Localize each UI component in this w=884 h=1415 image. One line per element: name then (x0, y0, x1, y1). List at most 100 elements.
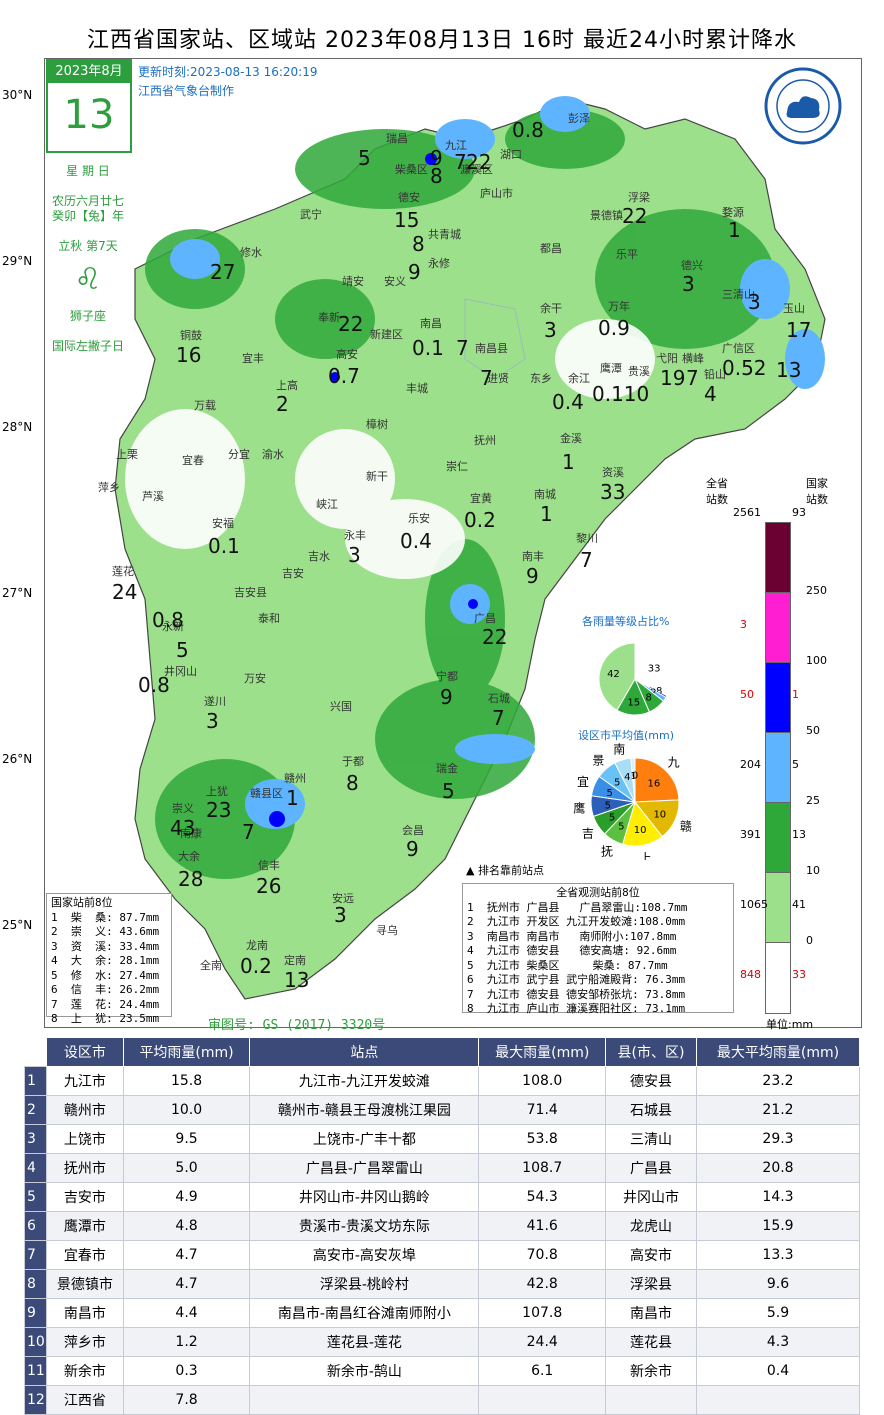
rain-value: 0.7 (328, 364, 360, 388)
pie-city-title: 设区市平均值(mm) (578, 729, 675, 742)
rain-value: 0.2 (240, 954, 272, 978)
maker: 江西省气象台制作 (138, 84, 235, 98)
rain-value: 1 (540, 502, 553, 526)
place-label: 柴桑区 (395, 163, 428, 176)
place-label: 井冈山 (164, 665, 197, 678)
table-cell-idx: 3 (24, 1124, 47, 1154)
national-top8-row: 4 大 余: 28.1mm (51, 954, 160, 967)
place-label: 万安 (244, 672, 266, 685)
table-cell-city: 江西省 (46, 1385, 124, 1415)
lat-label: 25°N (2, 918, 33, 932)
rain-value: 1 (728, 218, 741, 242)
table-cell-station: 高安市-高安灰埠 (249, 1240, 480, 1270)
rain-value: 13 (776, 358, 802, 382)
place-label: 宁都 (436, 670, 458, 683)
place-label: 上栗 (116, 448, 138, 461)
table-row: 3 上饶市 9.5 上饶市-广丰十都 53.8 三清山 29.3 (24, 1124, 860, 1154)
table-cell-idx: 1 (24, 1066, 47, 1096)
table-cell-avg: 4.4 (122, 1298, 251, 1328)
lat-label: 29°N (2, 254, 33, 268)
table-cell-city: 赣州市 (46, 1095, 124, 1125)
table-cell-station: 莲花县-莲花 (249, 1327, 480, 1357)
rain-value: 0.9 (598, 316, 630, 340)
table-cell-county (604, 1385, 698, 1415)
lunar-date: 农历六月廿七 (51, 194, 124, 208)
place-label: 安福 (212, 517, 234, 530)
map-frame (44, 58, 862, 1028)
approval-number: 审图号: GS (2017) 3320号 (208, 1018, 386, 1033)
table-cell-station: 赣州市-赣县王母渡桃江果园 (249, 1095, 480, 1125)
pie-slice-label: 0 (632, 771, 638, 782)
rain-value: 3 (682, 272, 695, 296)
pie-slice-name: 景 (592, 754, 604, 768)
table-row: 12 江西省 7.8 (24, 1385, 860, 1415)
national-top8-row: 6 信 丰: 26.2mm (51, 983, 160, 996)
place-label: 弋阳 (656, 352, 678, 365)
lat-label: 28°N (2, 420, 33, 434)
place-label: 进贤 (487, 372, 509, 385)
place-label: 上高 (276, 379, 298, 392)
rain-value: 9 (406, 837, 419, 861)
table-cell-max: 108.7 (478, 1153, 606, 1183)
legend-count-left: 50 (740, 688, 754, 701)
table-cell-station: 南昌市-南昌红谷滩南师附小 (249, 1298, 480, 1328)
table-cell-idx: 10 (24, 1327, 47, 1357)
rain-value: 22 (466, 150, 492, 174)
place-label: 贵溪 (628, 365, 650, 378)
rain-value: 7 (456, 336, 469, 360)
rain-value: 43 (170, 816, 196, 840)
table-row: 10 萍乡市 1.2 莲花县-莲花 24.4 莲花县 4.3 (24, 1327, 860, 1357)
solar-term: 立秋 第7天 (58, 239, 118, 253)
rain-value: 9 (526, 564, 539, 588)
legend-threshold: 0 (806, 934, 813, 947)
rain-value: 1 (562, 450, 575, 474)
legend-threshold: 100 (806, 654, 827, 667)
table-cell-idx: 8 (24, 1269, 47, 1299)
pie-slice-name: 鹰 (573, 800, 585, 815)
table-cell-county: 南昌市 (604, 1298, 698, 1328)
place-label: 南康 (180, 827, 202, 840)
place-label: 崇仁 (446, 460, 468, 473)
legend-count-right: 1 (792, 688, 799, 701)
rain-value: 2 (276, 392, 289, 416)
place-label: 南丰 (522, 550, 544, 563)
table-corner (24, 1037, 47, 1067)
table-cell-max: 107.8 (478, 1298, 606, 1328)
table-cell-county: 三清山 (604, 1124, 698, 1154)
legend-threshold: 250 (806, 584, 827, 597)
table-cell-station: 井冈山市-井冈山鹅岭 (249, 1182, 480, 1212)
table-cell-cmax: 4.3 (696, 1327, 860, 1357)
table-row: 6 鹰潭市 4.8 贵溪市-贵溪文坊东际 41.6 龙虎山 15.9 (24, 1211, 860, 1241)
table-cell-city: 抚州市 (46, 1153, 124, 1183)
legend-threshold: 10 (806, 864, 820, 877)
rain-value: 9 (440, 685, 453, 709)
table-cell-city: 新余市 (46, 1356, 124, 1386)
legend-count-right: 5 (792, 758, 799, 771)
rain-value: 0.4 (400, 529, 432, 553)
table-cell-cmax: 0.4 (696, 1356, 860, 1386)
table-header: 平均雨量(mm) (122, 1037, 251, 1067)
place-label: 崇义 (172, 802, 194, 815)
place-label: 兴国 (330, 700, 352, 713)
place-label: 乐安 (408, 512, 430, 525)
place-label: 丰城 (406, 382, 428, 395)
date-box: 2023年8月 13 (46, 59, 132, 153)
place-label: 宜春 (182, 454, 204, 467)
place-label: 三清山 (722, 288, 755, 301)
place-label: 安义 (384, 275, 406, 288)
rain-value: 3 (748, 290, 761, 314)
rain-value: 7 (580, 548, 593, 572)
legend-count-right: 41 (792, 898, 806, 911)
legend-count-left: 204 (740, 758, 761, 771)
rain-value: 0.8 (138, 673, 170, 697)
table-header: 最大平均雨量(mm) (696, 1037, 860, 1067)
legend-swatch (765, 872, 791, 944)
table-header: 站点 (249, 1037, 480, 1067)
table-cell-avg: 9.5 (122, 1124, 251, 1154)
legend-swatch (765, 802, 791, 874)
province-top8-row: 3 南昌市 南昌市 南师附小:107.8mm (467, 929, 677, 943)
place-label: 广昌 (474, 612, 496, 625)
legend-threshold: 50 (806, 724, 820, 737)
table-cell-city: 鹰潭市 (46, 1211, 124, 1241)
table-row: 11 新余市 0.3 新余市-鹄山 6.1 新余市 0.4 (24, 1356, 860, 1386)
